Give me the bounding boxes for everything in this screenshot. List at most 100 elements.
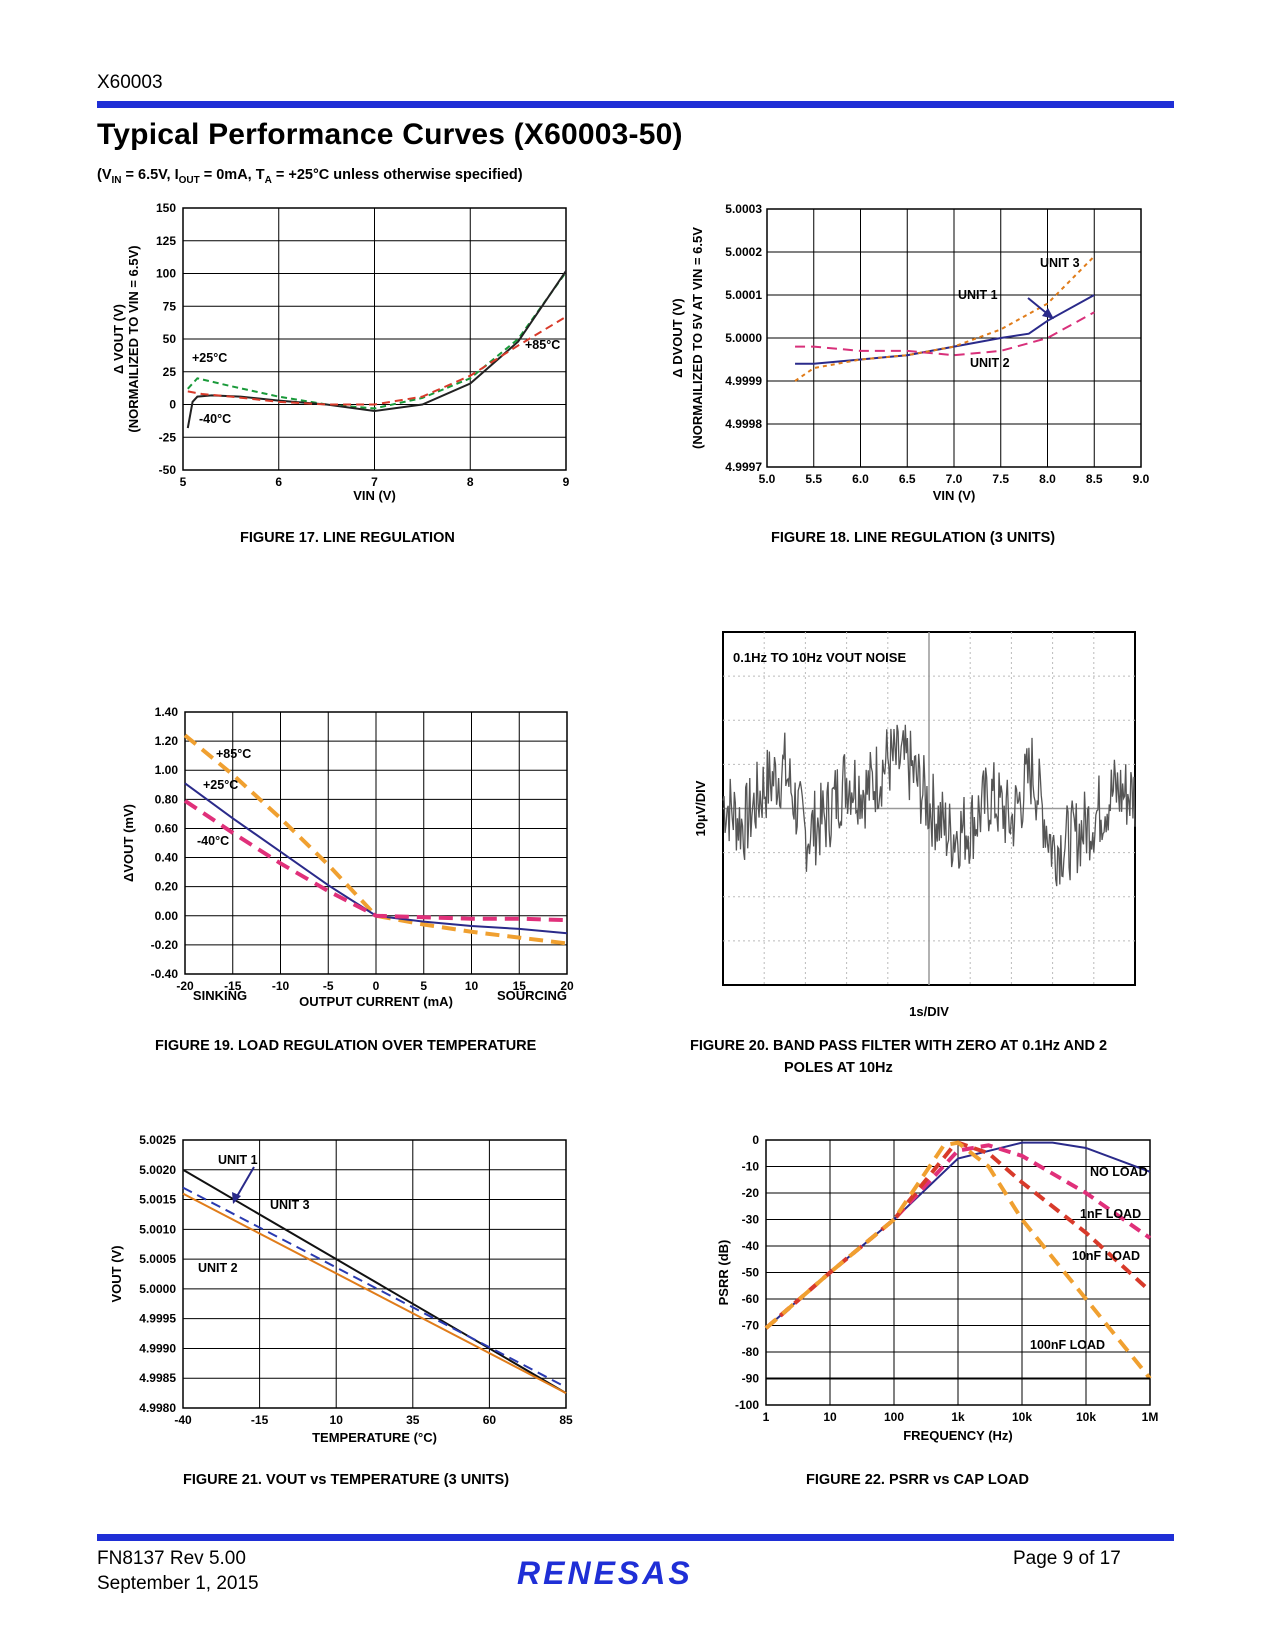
series-line-fig18-1 [795, 311, 1095, 357]
caption-figure-17: FIGURE 17. LINE REGULATION [240, 530, 455, 546]
x-tick-label-fig21: 60 [483, 1413, 497, 1427]
y-tick-label-fig18: 4.9999 [725, 374, 762, 388]
x-axis-sourcing-label: SOURCING [497, 988, 567, 1003]
series-line-fig17-2 [187, 315, 567, 406]
x-tick-label-fig22: 1M [1142, 1410, 1159, 1424]
annotation-fig19-1: +25°C [203, 778, 238, 792]
x-tick-label-fig19: 0 [373, 979, 380, 993]
header-rule [97, 101, 1174, 108]
x-tick-label-fig19: 10 [465, 979, 479, 993]
y-tick-label-fig21: 5.0020 [139, 1163, 176, 1177]
y-axis-label-fig22: PSRR (dB) [716, 1240, 731, 1306]
annotation-fig17-1: -40°C [199, 412, 231, 426]
y-tick-label-fig22: -50 [742, 1266, 760, 1280]
y-tick-label-fig18: 5.0002 [725, 245, 762, 259]
x-tick-label-fig18: 5.5 [805, 472, 822, 486]
x-axis-label-fig20: 1s/DIV [909, 1004, 949, 1019]
y-tick-label-fig19: 1.20 [155, 734, 179, 748]
series-line-fig18-0 [795, 294, 1095, 365]
caption-figure-22: FIGURE 22. PSRR vs CAP LOAD [806, 1472, 1029, 1488]
test-conditions: (VIN = 6.5V, IOUT = 0mA, TA = +25°C unle… [97, 167, 523, 186]
y-tick-label-fig19: 1.00 [155, 763, 179, 777]
series-line-fig19-2 [183, 799, 568, 923]
x-tick-label-fig17: 7 [371, 475, 378, 489]
x-tick-label-fig19: -5 [323, 979, 334, 993]
annotation-fig21-1: UNIT 3 [270, 1198, 310, 1212]
y-axis-label-fig17: Δ VOUT (V) [111, 304, 126, 374]
caption-figure-20-line2: POLES AT 10Hz [784, 1060, 893, 1076]
y-tick-label-fig19: 0.00 [155, 909, 179, 923]
x-tick-label-fig19: -20 [176, 979, 194, 993]
y-tick-label-fig19: -0.40 [151, 967, 179, 981]
y-tick-label-fig22: -30 [742, 1213, 760, 1227]
y-tick-label-fig19: 1.40 [155, 705, 179, 719]
y-tick-label-fig22: -90 [742, 1372, 760, 1386]
header-part-number: X60003 [97, 72, 163, 93]
x-axis-label-fig17: VIN (V) [353, 488, 396, 503]
y-tick-label-fig22: -70 [742, 1319, 760, 1333]
page-title: Typical Performance Curves (X60003-50) [97, 118, 683, 151]
y-tick-label-fig19: 0.40 [155, 851, 179, 865]
y-tick-label-fig22: -60 [742, 1292, 760, 1306]
y-tick-label-fig17: 100 [156, 267, 176, 281]
plot-frame-fig21 [182, 1139, 567, 1409]
annotation-fig22-3: 100nF LOAD [1030, 1338, 1105, 1352]
annotation-fig17-2: +85°C [525, 338, 560, 352]
caption-figure-18: FIGURE 18. LINE REGULATION (3 UNITS) [771, 530, 1056, 546]
y-tick-label-fig21: 4.9980 [139, 1401, 176, 1415]
x-tick-label-fig19: -10 [272, 979, 290, 993]
x-axis-label-fig19: OUTPUT CURRENT (mA) [299, 994, 453, 1009]
footer-date: September 1, 2015 [97, 1573, 259, 1594]
y-tick-label-fig21: 5.0000 [139, 1282, 176, 1296]
x-tick-label-fig21: -15 [251, 1413, 269, 1427]
annotation-fig22-2: 10nF LOAD [1072, 1249, 1140, 1263]
x-tick-label-fig18: 9.0 [1133, 472, 1150, 486]
x-tick-label-fig21: -40 [174, 1413, 192, 1427]
y-tick-label-fig22: -10 [742, 1160, 760, 1174]
x-tick-label-fig19: 15 [513, 979, 527, 993]
annotation-fig19-0: +85°C [216, 747, 251, 761]
annotation-fig21-0: UNIT 1 [218, 1153, 258, 1167]
x-axis-label-fig21: TEMPERATURE (°C) [312, 1430, 437, 1445]
x-tick-label-fig17: 8 [467, 475, 474, 489]
y-axis-label-2-fig17: (NORMAILIZED TO VIN = 6.5V) [126, 245, 141, 432]
annotation-fig22-0: NO LOAD [1090, 1165, 1148, 1179]
x-axis-label-fig22: FREQUENCY (Hz) [903, 1428, 1013, 1443]
annotation-fig21-2: UNIT 2 [198, 1261, 238, 1275]
y-tick-label-fig17: 0 [169, 398, 176, 412]
y-tick-label-fig17: 75 [163, 299, 177, 313]
y-tick-label-fig18: 4.9997 [725, 460, 762, 474]
caption-figure-19: FIGURE 19. LOAD REGULATION OVER TEMPERAT… [155, 1038, 537, 1054]
y-tick-label-fig19: 0.80 [155, 792, 179, 806]
x-tick-label-fig18: 5.0 [759, 472, 776, 486]
caption-figure-20: FIGURE 20. BAND PASS FILTER WITH ZERO AT… [690, 1038, 1108, 1054]
fig21-unit1-arrowhead [232, 1192, 241, 1204]
y-tick-label-fig19: 0.20 [155, 880, 179, 894]
x-tick-label-fig17: 6 [275, 475, 282, 489]
x-tick-label-fig21: 35 [406, 1413, 420, 1427]
y-tick-label-fig17: 150 [156, 201, 176, 215]
y-axis-label-fig20: 10µV/DIV [693, 780, 708, 836]
x-tick-label-fig17: 9 [563, 475, 570, 489]
y-tick-label-fig22: -20 [742, 1186, 760, 1200]
unit1-arrowhead [1042, 308, 1054, 319]
x-tick-label-fig21: 10 [330, 1413, 344, 1427]
y-tick-label-fig21: 4.9990 [139, 1341, 176, 1355]
y-tick-label-fig17: -50 [159, 463, 177, 477]
y-tick-label-fig17: 25 [163, 365, 177, 379]
y-tick-label-fig19: -0.20 [151, 938, 179, 952]
y-tick-label-fig21: 4.9995 [139, 1312, 176, 1326]
y-tick-label-fig21: 5.0005 [139, 1252, 176, 1266]
y-tick-label-fig17: 125 [156, 234, 176, 248]
footer-rule [97, 1534, 1174, 1541]
renesas-logo: RENESAS [517, 1555, 693, 1591]
series-line-fig17-1 [186, 270, 567, 429]
x-tick-label-fig21: 85 [559, 1413, 573, 1427]
fig21-unit1-arrow [235, 1166, 255, 1199]
y-tick-label-fig17: -25 [159, 430, 177, 444]
annotation-fig22-1: 1nF LOAD [1080, 1207, 1141, 1221]
series-line-fig17-0 [187, 271, 567, 410]
y-tick-label-fig22: -40 [742, 1239, 760, 1253]
y-tick-label-fig17: 50 [163, 332, 177, 346]
